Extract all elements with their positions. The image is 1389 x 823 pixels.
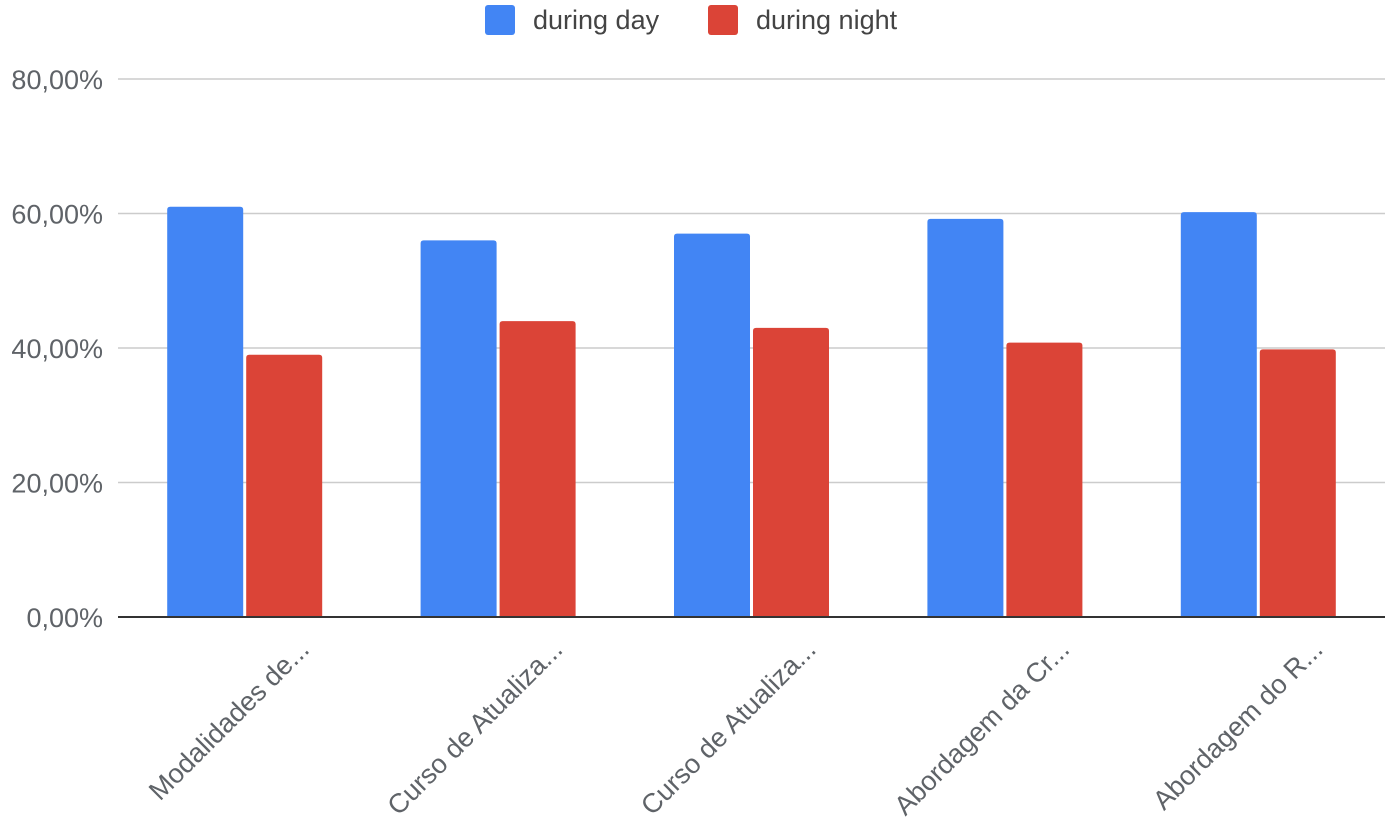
x-axis-labels: Modalidades de... Curso de Atualiza... Cur…: [143, 634, 1329, 821]
bar-night: [753, 327, 829, 617]
bar-night: [499, 321, 576, 617]
legend-swatch: [485, 5, 515, 35]
bar-day: [927, 218, 1004, 617]
x-tick-label: Modalidades de...: [143, 634, 315, 806]
y-tick-label: 40,00%: [11, 334, 103, 364]
x-tick-label: Curso de Atualiza...: [635, 634, 822, 821]
legend-label: during night: [756, 5, 898, 35]
bar-night: [246, 354, 323, 617]
x-tick-label: Abordagem da Cr...: [888, 634, 1075, 821]
y-tick-label: 60,00%: [11, 200, 103, 230]
y-tick-label: 20,00%: [11, 469, 103, 499]
y-tick-label: 0,00%: [26, 603, 103, 633]
legend-swatch: [708, 5, 738, 35]
y-axis-ticks: 0,00% 20,00% 40,00% 60,00% 80,00%: [11, 65, 103, 633]
x-tick-label: Abordagem do R...: [1147, 634, 1328, 815]
y-tick-label: 80,00%: [11, 65, 103, 95]
bar-night: [1259, 349, 1336, 617]
bar-day: [167, 206, 244, 617]
bar-night: [1006, 342, 1083, 617]
legend: during day during night: [485, 5, 898, 35]
legend-label: during day: [533, 5, 660, 35]
bars: [167, 206, 1336, 618]
bar-day: [674, 233, 750, 618]
bar-day: [1180, 212, 1257, 617]
gridlines: [118, 78, 1385, 484]
x-tick-label: Curso de Atualiza...: [382, 634, 569, 821]
bar-day: [420, 240, 497, 617]
